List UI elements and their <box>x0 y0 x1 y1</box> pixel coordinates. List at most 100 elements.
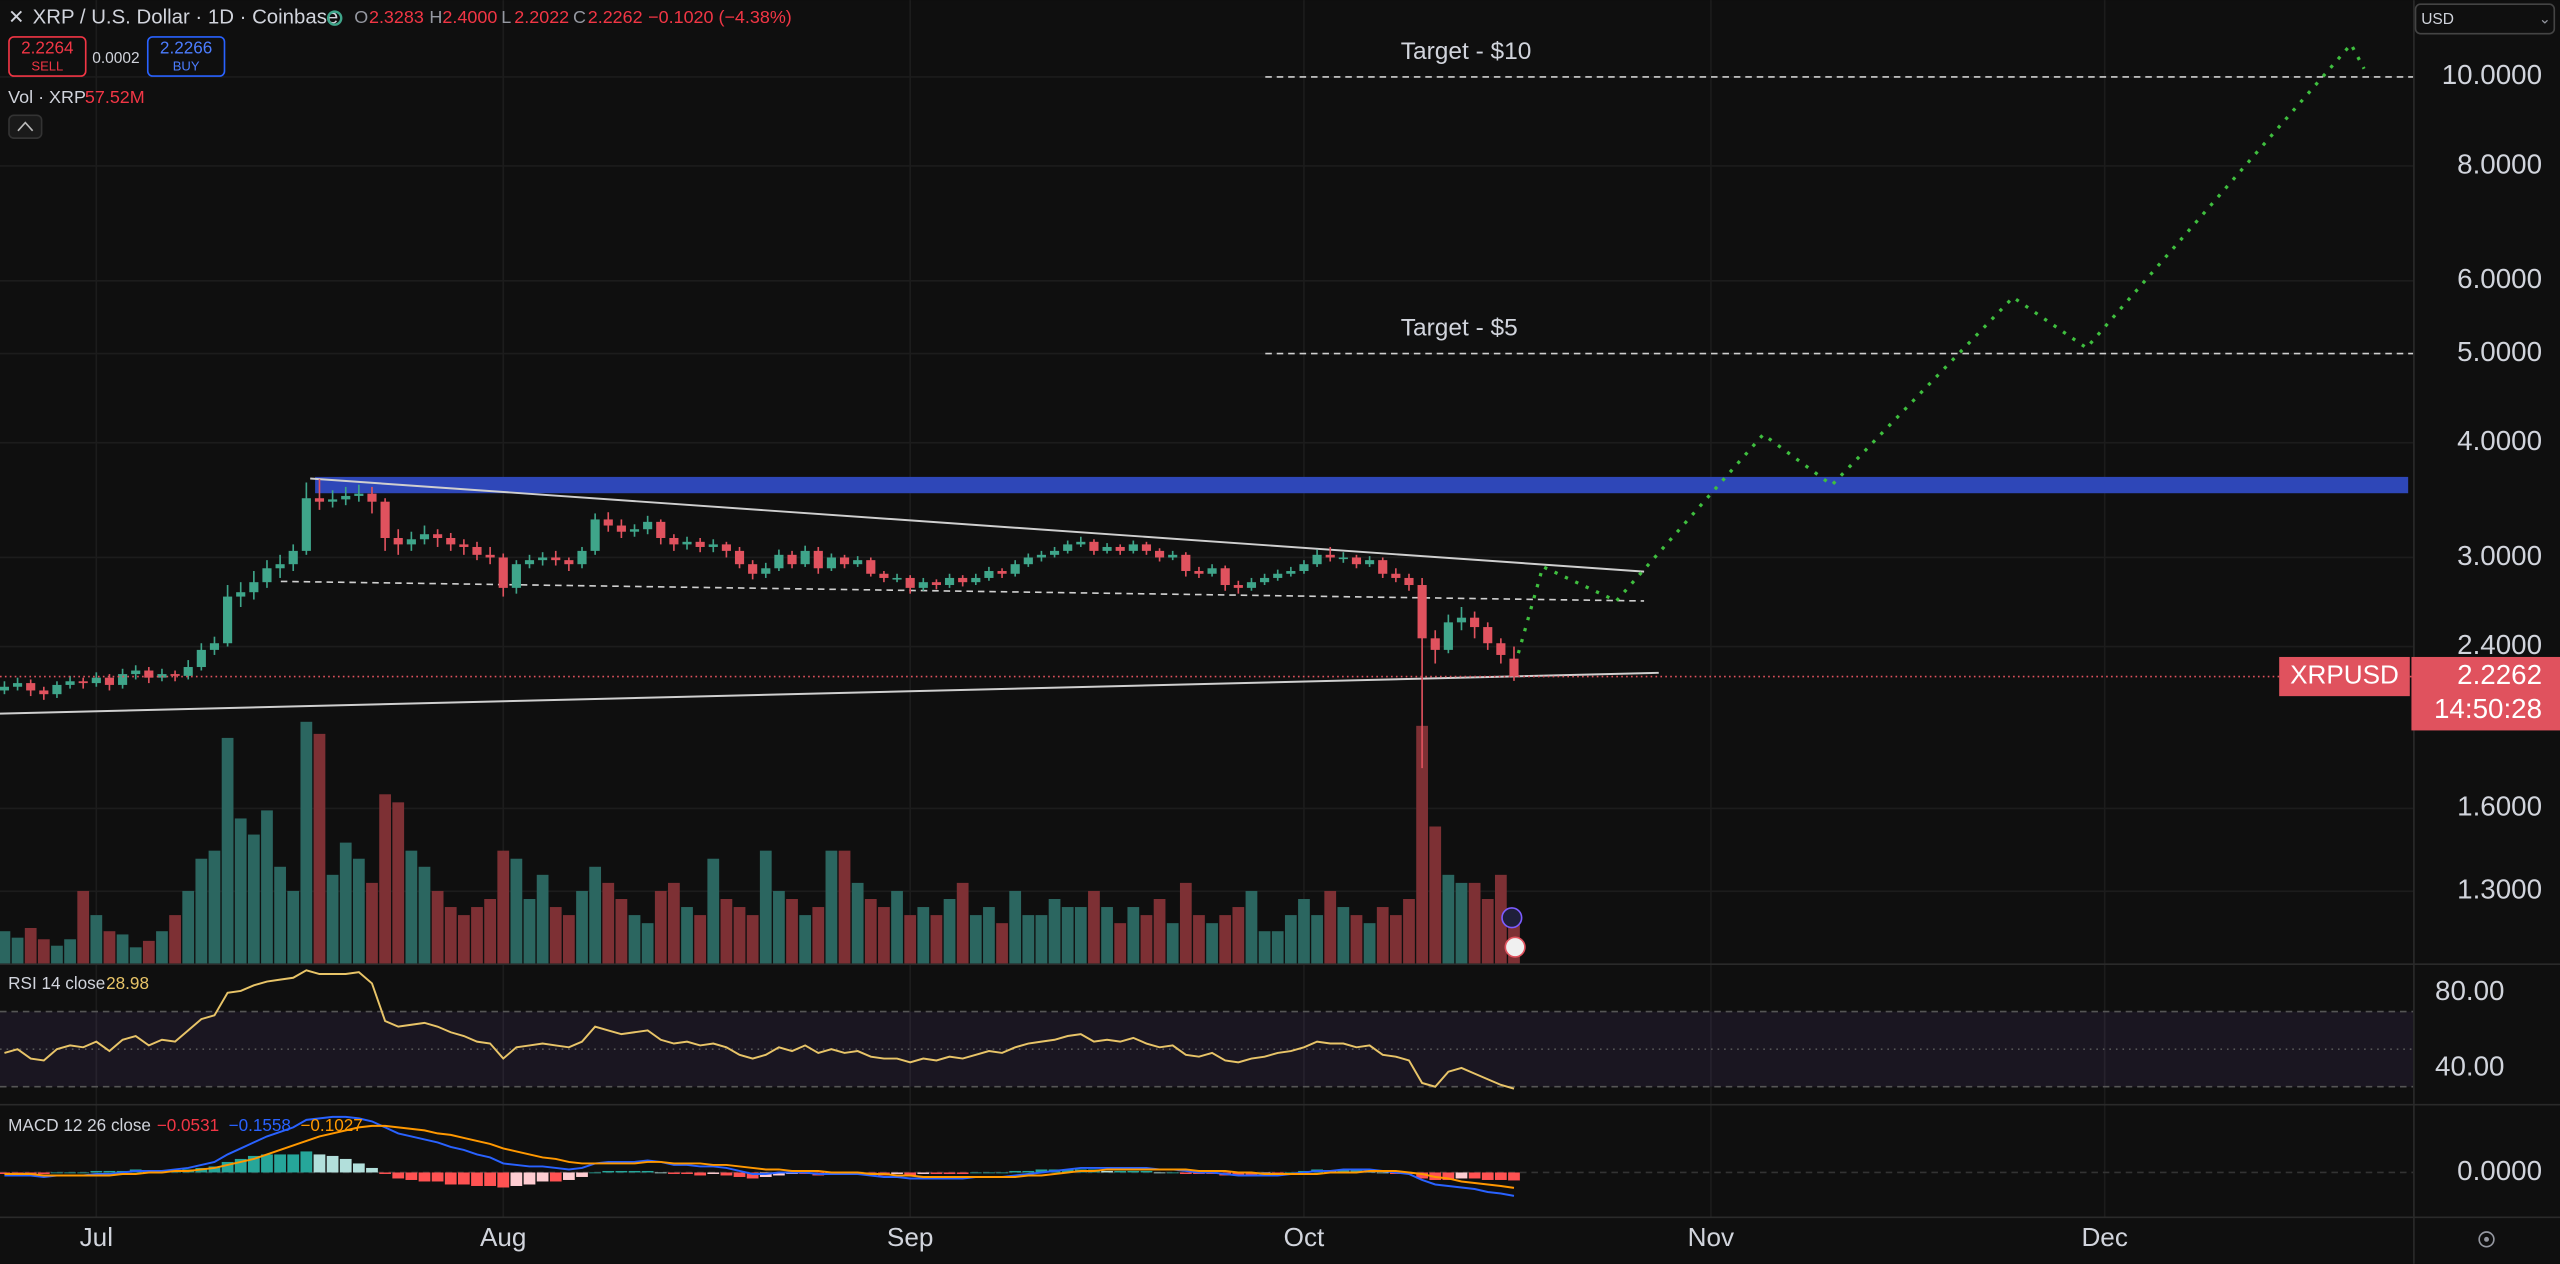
candle-body <box>1286 571 1296 574</box>
macd-histogram-bar <box>694 1172 707 1176</box>
macd-histogram-bar <box>90 1170 103 1173</box>
y-tick-label: 2.4000 <box>2457 629 2542 660</box>
volume-bar <box>1298 898 1310 964</box>
macd-histogram-bar <box>904 1172 917 1176</box>
candle-body <box>1049 550 1060 555</box>
currency: USD <box>2421 11 2454 28</box>
candle-body <box>275 564 285 569</box>
macd-histogram-bar <box>1442 1172 1455 1180</box>
volume-bar <box>602 882 615 964</box>
candle-body <box>91 677 101 684</box>
y-tick-label: 1.3000 <box>2457 874 2542 905</box>
volume-bar <box>746 915 759 964</box>
close-icon[interactable]: ✕ <box>8 6 24 28</box>
volume-bar <box>77 890 90 964</box>
symbol-tag-label: XRPUSD <box>2290 659 2399 689</box>
volume-bar <box>628 915 641 964</box>
volume-bar <box>392 802 405 964</box>
candle-body <box>564 560 574 565</box>
macd-histogram-bar <box>1035 1169 1048 1173</box>
candle-body <box>1023 557 1033 565</box>
volume-bar <box>247 834 260 964</box>
macd-histogram-bar <box>261 1154 273 1173</box>
macd-histogram-bar <box>943 1172 956 1174</box>
macd-histogram-bar <box>1022 1170 1035 1173</box>
candle-body <box>787 554 797 565</box>
volume-title: Vol · XRP <box>8 87 86 107</box>
candle-body <box>1207 568 1217 574</box>
macd-histogram-bar <box>681 1172 693 1174</box>
currency-select[interactable] <box>2414 3 2556 35</box>
buy-button[interactable] <box>146 36 226 77</box>
volume-bar <box>786 898 798 964</box>
change: −0.1020 (−4.38%) <box>648 7 792 27</box>
candle-body <box>1036 554 1047 558</box>
macd-value: −0.1558 <box>229 1115 291 1135</box>
y-tick-label: 10.0000 <box>2442 59 2542 90</box>
volume-bar <box>1258 931 1271 964</box>
volume-bar <box>536 874 549 964</box>
ohlc-label: C <box>573 7 586 27</box>
candle-body <box>1509 658 1519 677</box>
candle-body <box>1391 573 1401 578</box>
candle-body <box>669 538 679 545</box>
volume-bar <box>1127 907 1140 964</box>
candle-body <box>1325 554 1335 558</box>
candle-body <box>905 577 915 588</box>
macd-histogram-bar <box>589 1172 602 1174</box>
macd-histogram-bar <box>1232 1172 1245 1176</box>
candle-body <box>813 550 823 569</box>
volume-bar <box>51 945 63 964</box>
candle-body <box>1168 554 1178 558</box>
event-icon[interactable] <box>1501 907 1523 929</box>
volume-bar <box>1337 907 1350 964</box>
price-tag-value: 2.2262 <box>2457 659 2542 690</box>
macd-hist-value: −0.0531 <box>157 1115 219 1135</box>
macd-histogram-bar <box>1140 1170 1153 1173</box>
macd-histogram-bar <box>352 1163 365 1173</box>
candle-body <box>262 568 272 583</box>
volume-bar <box>1271 931 1284 964</box>
candle-body <box>354 493 364 496</box>
volume-bar <box>733 907 746 964</box>
volume-bar <box>142 940 155 964</box>
volume-bar <box>313 733 326 964</box>
candle-body <box>931 582 941 586</box>
candle-body <box>1194 571 1204 574</box>
volume-bar <box>261 810 273 964</box>
candle-body <box>183 667 193 676</box>
candle-body <box>1483 627 1493 644</box>
macd-histogram-bar <box>497 1172 510 1188</box>
candle-body <box>209 643 220 650</box>
collapse-icon <box>17 121 34 132</box>
rsi-band <box>0 1011 2414 1087</box>
candle-body <box>196 649 206 668</box>
candle-body <box>131 670 141 675</box>
volume-bar <box>366 882 378 964</box>
candle-body <box>1417 585 1427 639</box>
candle-body <box>1273 573 1283 578</box>
volume-bar <box>773 890 785 964</box>
volume-bar <box>11 937 24 964</box>
volume-bar <box>1376 907 1389 964</box>
event-icon[interactable] <box>1504 936 1526 958</box>
settings-icon[interactable] <box>2478 1231 2495 1248</box>
candle-body <box>498 557 508 588</box>
macd-histogram-bar <box>1350 1169 1363 1173</box>
volume-bar <box>156 931 168 964</box>
macd-histogram-bar <box>523 1172 536 1185</box>
candle-body <box>1246 582 1257 588</box>
volume-bar <box>1350 915 1363 964</box>
macd-histogram-bar <box>484 1172 497 1186</box>
candle-body <box>39 690 49 695</box>
sell-button[interactable] <box>8 36 87 77</box>
macd-histogram-bar <box>1114 1170 1127 1173</box>
macd-histogram-bar <box>510 1172 523 1186</box>
volume-bar <box>720 898 733 964</box>
collapse-button[interactable] <box>8 114 43 139</box>
volume-bar <box>1114 923 1127 964</box>
price-tag-countdown: 14:50:28 <box>2434 693 2542 724</box>
volume-bar <box>182 890 195 964</box>
macd-histogram-bar <box>628 1170 641 1173</box>
